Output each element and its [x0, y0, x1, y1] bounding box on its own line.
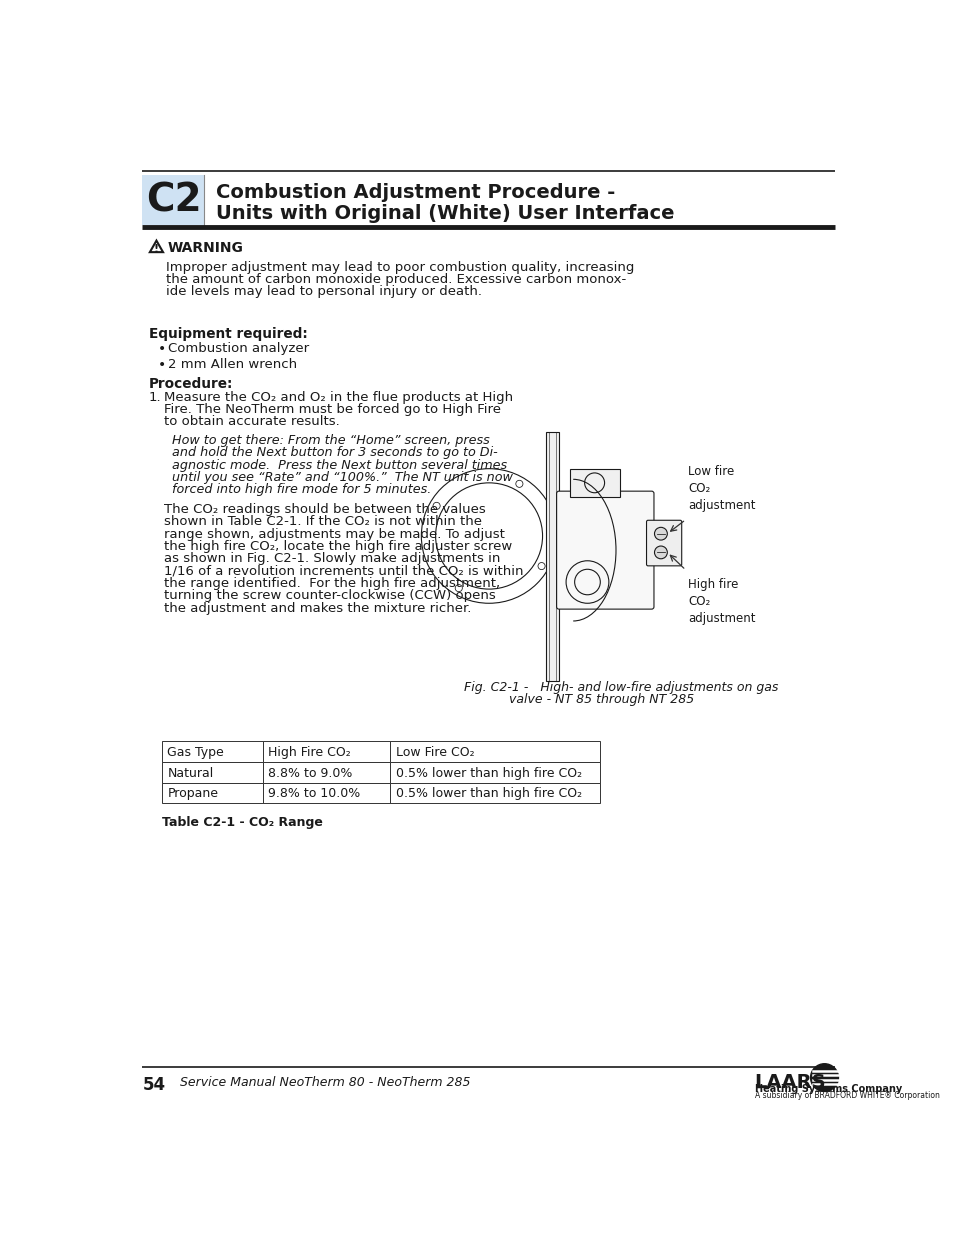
- Text: until you see “Rate” and “100%.”  The NT unit is now: until you see “Rate” and “100%.” The NT …: [172, 471, 513, 484]
- Bar: [162, 762, 262, 783]
- Text: •: •: [158, 358, 166, 372]
- Text: High fire
CO₂
adjustment: High fire CO₂ adjustment: [687, 578, 755, 625]
- Bar: [262, 762, 390, 783]
- Text: Table C2-1 - CO₂ Range: Table C2-1 - CO₂ Range: [162, 816, 322, 829]
- Text: Units with Original (White) User Interface: Units with Original (White) User Interfa…: [216, 204, 674, 224]
- Text: Service Manual NeoTherm 80 - NeoTherm 285: Service Manual NeoTherm 80 - NeoTherm 28…: [179, 1076, 470, 1089]
- Text: shown in Table C2-1. If the CO₂ is not within the: shown in Table C2-1. If the CO₂ is not w…: [164, 515, 481, 529]
- Text: 8.8% to 9.0%: 8.8% to 9.0%: [268, 767, 352, 779]
- Text: range shown, adjustments may be made. To adjust: range shown, adjustments may be made. To…: [164, 527, 504, 541]
- Text: 0.5% lower than high fire CO₂: 0.5% lower than high fire CO₂: [395, 767, 581, 779]
- FancyBboxPatch shape: [646, 520, 681, 566]
- Text: •: •: [158, 342, 166, 356]
- Circle shape: [654, 527, 667, 540]
- Bar: [390, 741, 599, 762]
- Bar: [162, 783, 262, 804]
- Text: WARNING: WARNING: [167, 241, 243, 256]
- Text: the high fire CO₂, locate the high fire adjuster screw: the high fire CO₂, locate the high fire …: [164, 540, 512, 553]
- Text: the range identified.  For the high fire adjustment,: the range identified. For the high fire …: [164, 577, 499, 590]
- Text: 2 mm Allen wrench: 2 mm Allen wrench: [168, 358, 297, 370]
- Text: Fig. C2-1 -   High- and low-fire adjustments on gas: Fig. C2-1 - High- and low-fire adjustmen…: [464, 680, 778, 694]
- Text: turning the screw counter-clockwise (CCW) opens: turning the screw counter-clockwise (CCW…: [164, 589, 496, 603]
- Bar: [162, 741, 262, 762]
- Text: the amount of carbon monoxide produced. Excessive carbon monox-: the amount of carbon monoxide produced. …: [166, 273, 625, 287]
- Circle shape: [654, 546, 667, 558]
- Text: Low fire
CO₂
adjustment: Low fire CO₂ adjustment: [687, 464, 755, 511]
- Text: 9.8% to 10.0%: 9.8% to 10.0%: [268, 788, 360, 800]
- Bar: [390, 762, 599, 783]
- Text: Equipment required:: Equipment required:: [149, 327, 307, 341]
- Text: forced into high fire mode for 5 minutes.: forced into high fire mode for 5 minutes…: [172, 483, 431, 496]
- Bar: [142, 175, 204, 225]
- Text: Procedure:: Procedure:: [149, 377, 233, 391]
- Text: Propane: Propane: [167, 788, 218, 800]
- Bar: [569, 468, 618, 496]
- Text: agnostic mode.  Press the Next button several times: agnostic mode. Press the Next button sev…: [172, 458, 507, 472]
- Text: ide levels may lead to personal injury or death.: ide levels may lead to personal injury o…: [166, 285, 481, 299]
- Text: C2: C2: [146, 182, 201, 219]
- Text: as shown in Fig. C2-1. Slowly make adjustments in: as shown in Fig. C2-1. Slowly make adjus…: [164, 552, 500, 566]
- Text: A subsidiary of BRADFORD WHITE® Corporation: A subsidiary of BRADFORD WHITE® Corporat…: [754, 1092, 939, 1100]
- Text: Measure the CO₂ and O₂ in the flue products at High: Measure the CO₂ and O₂ in the flue produ…: [164, 390, 513, 404]
- Text: Heating Systems Company: Heating Systems Company: [754, 1084, 901, 1094]
- Text: Improper adjustment may lead to poor combustion quality, increasing: Improper adjustment may lead to poor com…: [166, 261, 634, 274]
- Text: How to get there: From the “Home” screen, press: How to get there: From the “Home” screen…: [172, 433, 489, 447]
- Text: Gas Type: Gas Type: [167, 746, 224, 758]
- Text: 54: 54: [142, 1076, 166, 1094]
- Text: High Fire CO₂: High Fire CO₂: [268, 746, 351, 758]
- Circle shape: [810, 1063, 838, 1092]
- Text: Combustion analyzer: Combustion analyzer: [168, 342, 309, 356]
- Text: Low Fire CO₂: Low Fire CO₂: [395, 746, 474, 758]
- Text: the adjustment and makes the mixture richer.: the adjustment and makes the mixture ric…: [164, 601, 471, 615]
- FancyBboxPatch shape: [556, 492, 654, 609]
- Text: !: !: [153, 245, 159, 254]
- Text: and hold the Next button for 3 seconds to go to Di-: and hold the Next button for 3 seconds t…: [172, 446, 497, 459]
- Text: 0.5% lower than high fire CO₂: 0.5% lower than high fire CO₂: [395, 788, 581, 800]
- Text: 1.: 1.: [149, 390, 161, 404]
- Bar: [262, 783, 390, 804]
- Text: Fire. The NeoTherm must be forced go to High Fire: Fire. The NeoTherm must be forced go to …: [164, 403, 500, 416]
- Text: Combustion Adjustment Procedure -: Combustion Adjustment Procedure -: [216, 183, 615, 201]
- Text: The CO₂ readings should be between the values: The CO₂ readings should be between the v…: [164, 503, 485, 516]
- Bar: [545, 432, 558, 680]
- Text: valve - NT 85 through NT 285: valve - NT 85 through NT 285: [509, 693, 694, 706]
- Bar: [262, 741, 390, 762]
- Bar: [390, 783, 599, 804]
- Text: 1/16 of a revolution increments until the CO₂ is within: 1/16 of a revolution increments until th…: [164, 564, 523, 578]
- Text: LAARS: LAARS: [754, 1073, 825, 1092]
- Text: Natural: Natural: [167, 767, 213, 779]
- Text: to obtain accurate results.: to obtain accurate results.: [164, 415, 339, 429]
